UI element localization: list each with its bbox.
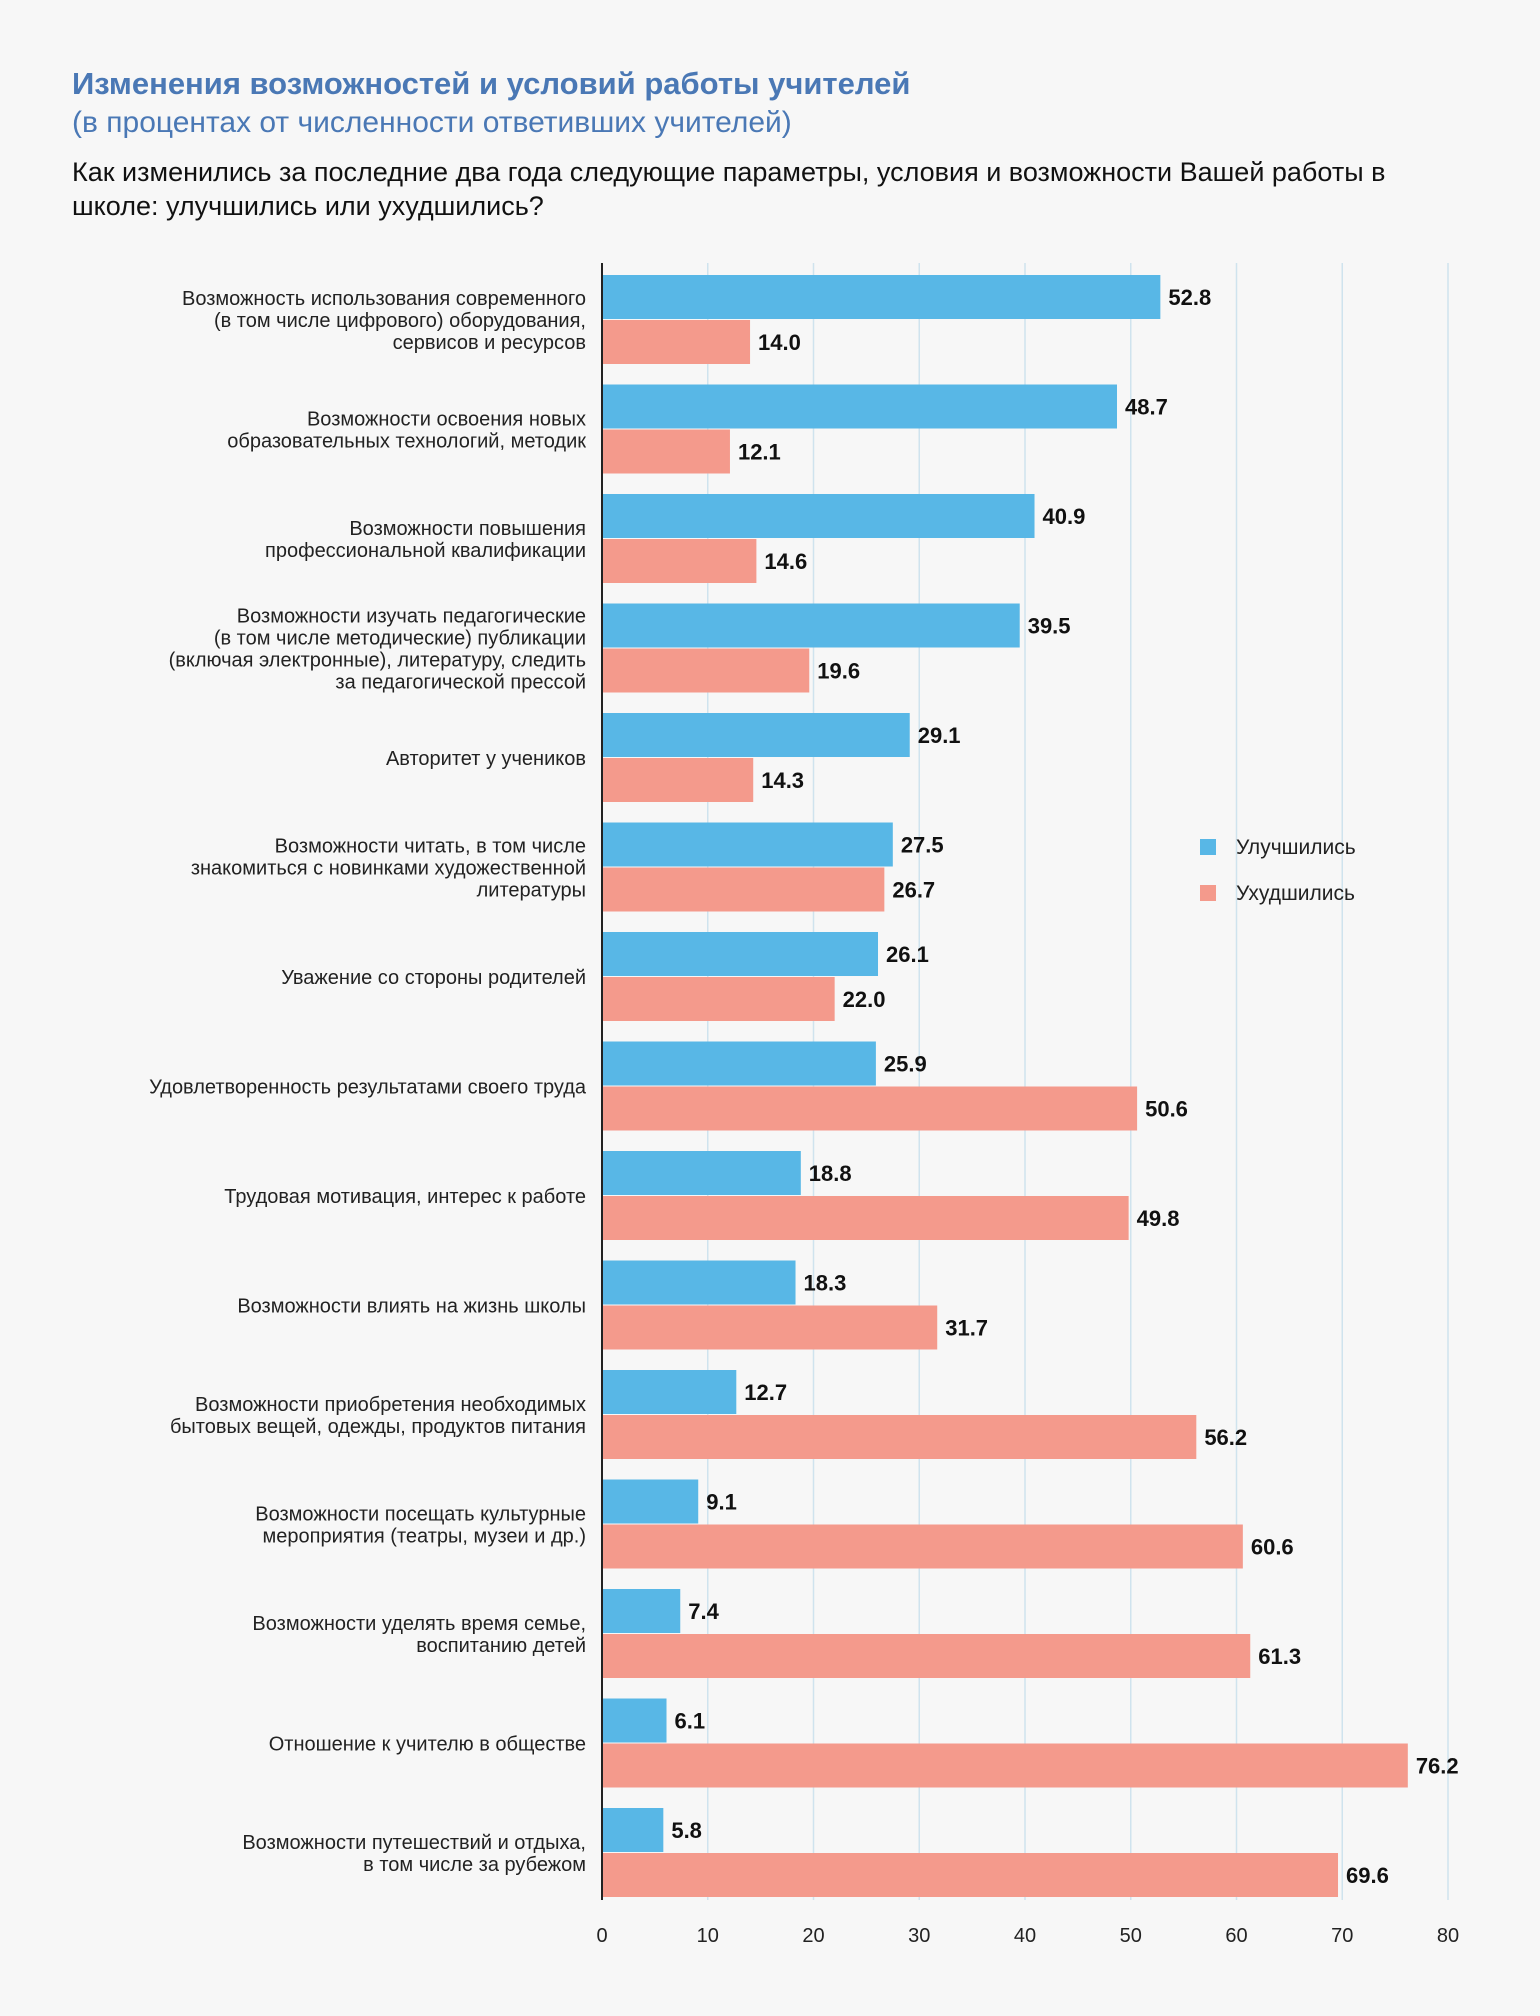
category-label: Возможности влиять на жизнь школы (237, 1296, 586, 1318)
x-tick-label: 50 (1120, 1925, 1142, 1947)
value-label-improved: 7.4 (688, 1599, 719, 1624)
value-label-worsened: 14.3 (761, 768, 804, 793)
chart-title: Изменения возможностей и условий работы … (72, 66, 911, 101)
legend-label-improved: Улучшились (1236, 836, 1356, 859)
category-label: Возможности приобретения необходимых быто… (170, 1394, 586, 1438)
category-label: Возможности читать, в том числе знакомить… (191, 836, 586, 902)
bar-improved (602, 1041, 876, 1086)
legend-swatch-improved (1200, 839, 1216, 855)
bar-improved (602, 713, 910, 757)
category-label: Возможности повышения профессиональной кв… (265, 518, 586, 562)
bar-improved (602, 932, 879, 976)
bar-improved (602, 1370, 737, 1414)
value-label-worsened: 60.6 (1251, 1535, 1294, 1560)
value-label-worsened: 50.6 (1145, 1097, 1188, 1122)
category-label: Возможность использования современного (в… (182, 288, 586, 354)
bar-worsened (602, 429, 730, 474)
value-label-improved: 26.1 (886, 942, 929, 967)
category-label: Авторитет у учеников (386, 748, 586, 770)
value-label-worsened: 61.3 (1258, 1644, 1301, 1669)
bar-improved (602, 603, 1020, 648)
value-label-worsened: 56.2 (1204, 1425, 1247, 1450)
value-label-improved: 6.1 (675, 1709, 706, 1734)
bar-improved (602, 822, 893, 867)
category-label: Удовлетворенность результатами своего тр… (149, 1077, 587, 1099)
value-label-worsened: 22.0 (843, 987, 886, 1012)
category-label: Отношение к учителю в обществе (269, 1734, 586, 1756)
bar-worsened (602, 1743, 1408, 1788)
value-label-improved: 25.9 (884, 1052, 927, 1077)
value-label-improved: 52.8 (1168, 285, 1211, 310)
x-tick-label: 0 (596, 1925, 607, 1947)
value-label-improved: 29.1 (918, 723, 961, 748)
value-label-worsened: 19.6 (817, 659, 860, 684)
bar-improved (602, 1479, 699, 1524)
bar-improved (602, 275, 1161, 319)
bar-improved (602, 1808, 664, 1852)
category-label: Трудовая мотивация, интерес к работе (224, 1186, 586, 1208)
value-label-improved: 48.7 (1125, 395, 1168, 420)
value-label-improved: 5.8 (671, 1818, 702, 1843)
bar-improved (602, 1589, 681, 1633)
x-tick-label: 60 (1225, 1925, 1247, 1947)
value-label-worsened: 26.7 (892, 878, 935, 903)
legend-label-worsened: Ухудшились (1236, 882, 1355, 905)
category-label: Возможности уделять время семье, воспитан… (252, 1613, 586, 1657)
bar-worsened (602, 1853, 1339, 1897)
bar-worsened (602, 1524, 1243, 1569)
category-label: Уважение со стороны родителей (281, 967, 586, 989)
value-label-worsened: 69.6 (1346, 1863, 1389, 1888)
category-label: Возможности посещать культурные мероприят… (255, 1504, 586, 1548)
legend-swatch-worsened (1200, 885, 1216, 901)
x-tick-label: 10 (697, 1925, 719, 1947)
bar-worsened (602, 648, 810, 693)
value-label-worsened: 14.0 (758, 330, 801, 355)
bar-improved (602, 494, 1035, 538)
value-label-worsened: 76.2 (1416, 1754, 1459, 1779)
bar-worsened (602, 1415, 1197, 1459)
survey-question: Как изменились за последние два года сле… (72, 157, 1386, 221)
bar-improved (602, 384, 1118, 429)
value-label-worsened: 14.6 (764, 549, 807, 574)
x-tick-label: 30 (908, 1925, 930, 1947)
value-label-improved: 39.5 (1028, 614, 1071, 639)
bar-worsened (602, 320, 751, 364)
bar-improved (602, 1260, 796, 1305)
bar-worsened (602, 867, 885, 912)
bar-improved (602, 1698, 667, 1743)
value-label-improved: 18.8 (809, 1161, 852, 1186)
value-label-worsened: 49.8 (1137, 1206, 1180, 1231)
category-label: Возможности освоения новых образовательны… (227, 409, 586, 453)
bar-worsened (602, 1086, 1138, 1131)
chart-subtitle: (в процентах от численности ответивших у… (72, 106, 792, 139)
bar-worsened (602, 1634, 1251, 1678)
value-label-improved: 40.9 (1043, 504, 1086, 529)
x-tick-label: 40 (1014, 1925, 1036, 1947)
bar-worsened (602, 758, 754, 802)
bar-worsened (602, 977, 835, 1021)
value-label-worsened: 31.7 (945, 1316, 988, 1341)
category-label: Возможности путешествий и отдыха, в том ч… (242, 1832, 586, 1876)
bar-worsened (602, 1305, 938, 1350)
x-tick-label: 70 (1331, 1925, 1353, 1947)
category-label: Возможности изучать педагогические (в том… (169, 606, 586, 694)
x-tick-label: 20 (802, 1925, 824, 1947)
value-label-improved: 12.7 (744, 1380, 787, 1405)
x-tick-label: 80 (1437, 1925, 1459, 1947)
value-label-worsened: 12.1 (738, 440, 781, 465)
bar-worsened (602, 1196, 1129, 1240)
bar-worsened (602, 539, 757, 583)
value-label-improved: 18.3 (804, 1271, 847, 1296)
value-label-improved: 27.5 (901, 833, 944, 858)
bar-improved (602, 1151, 801, 1195)
value-label-improved: 9.1 (706, 1490, 737, 1515)
